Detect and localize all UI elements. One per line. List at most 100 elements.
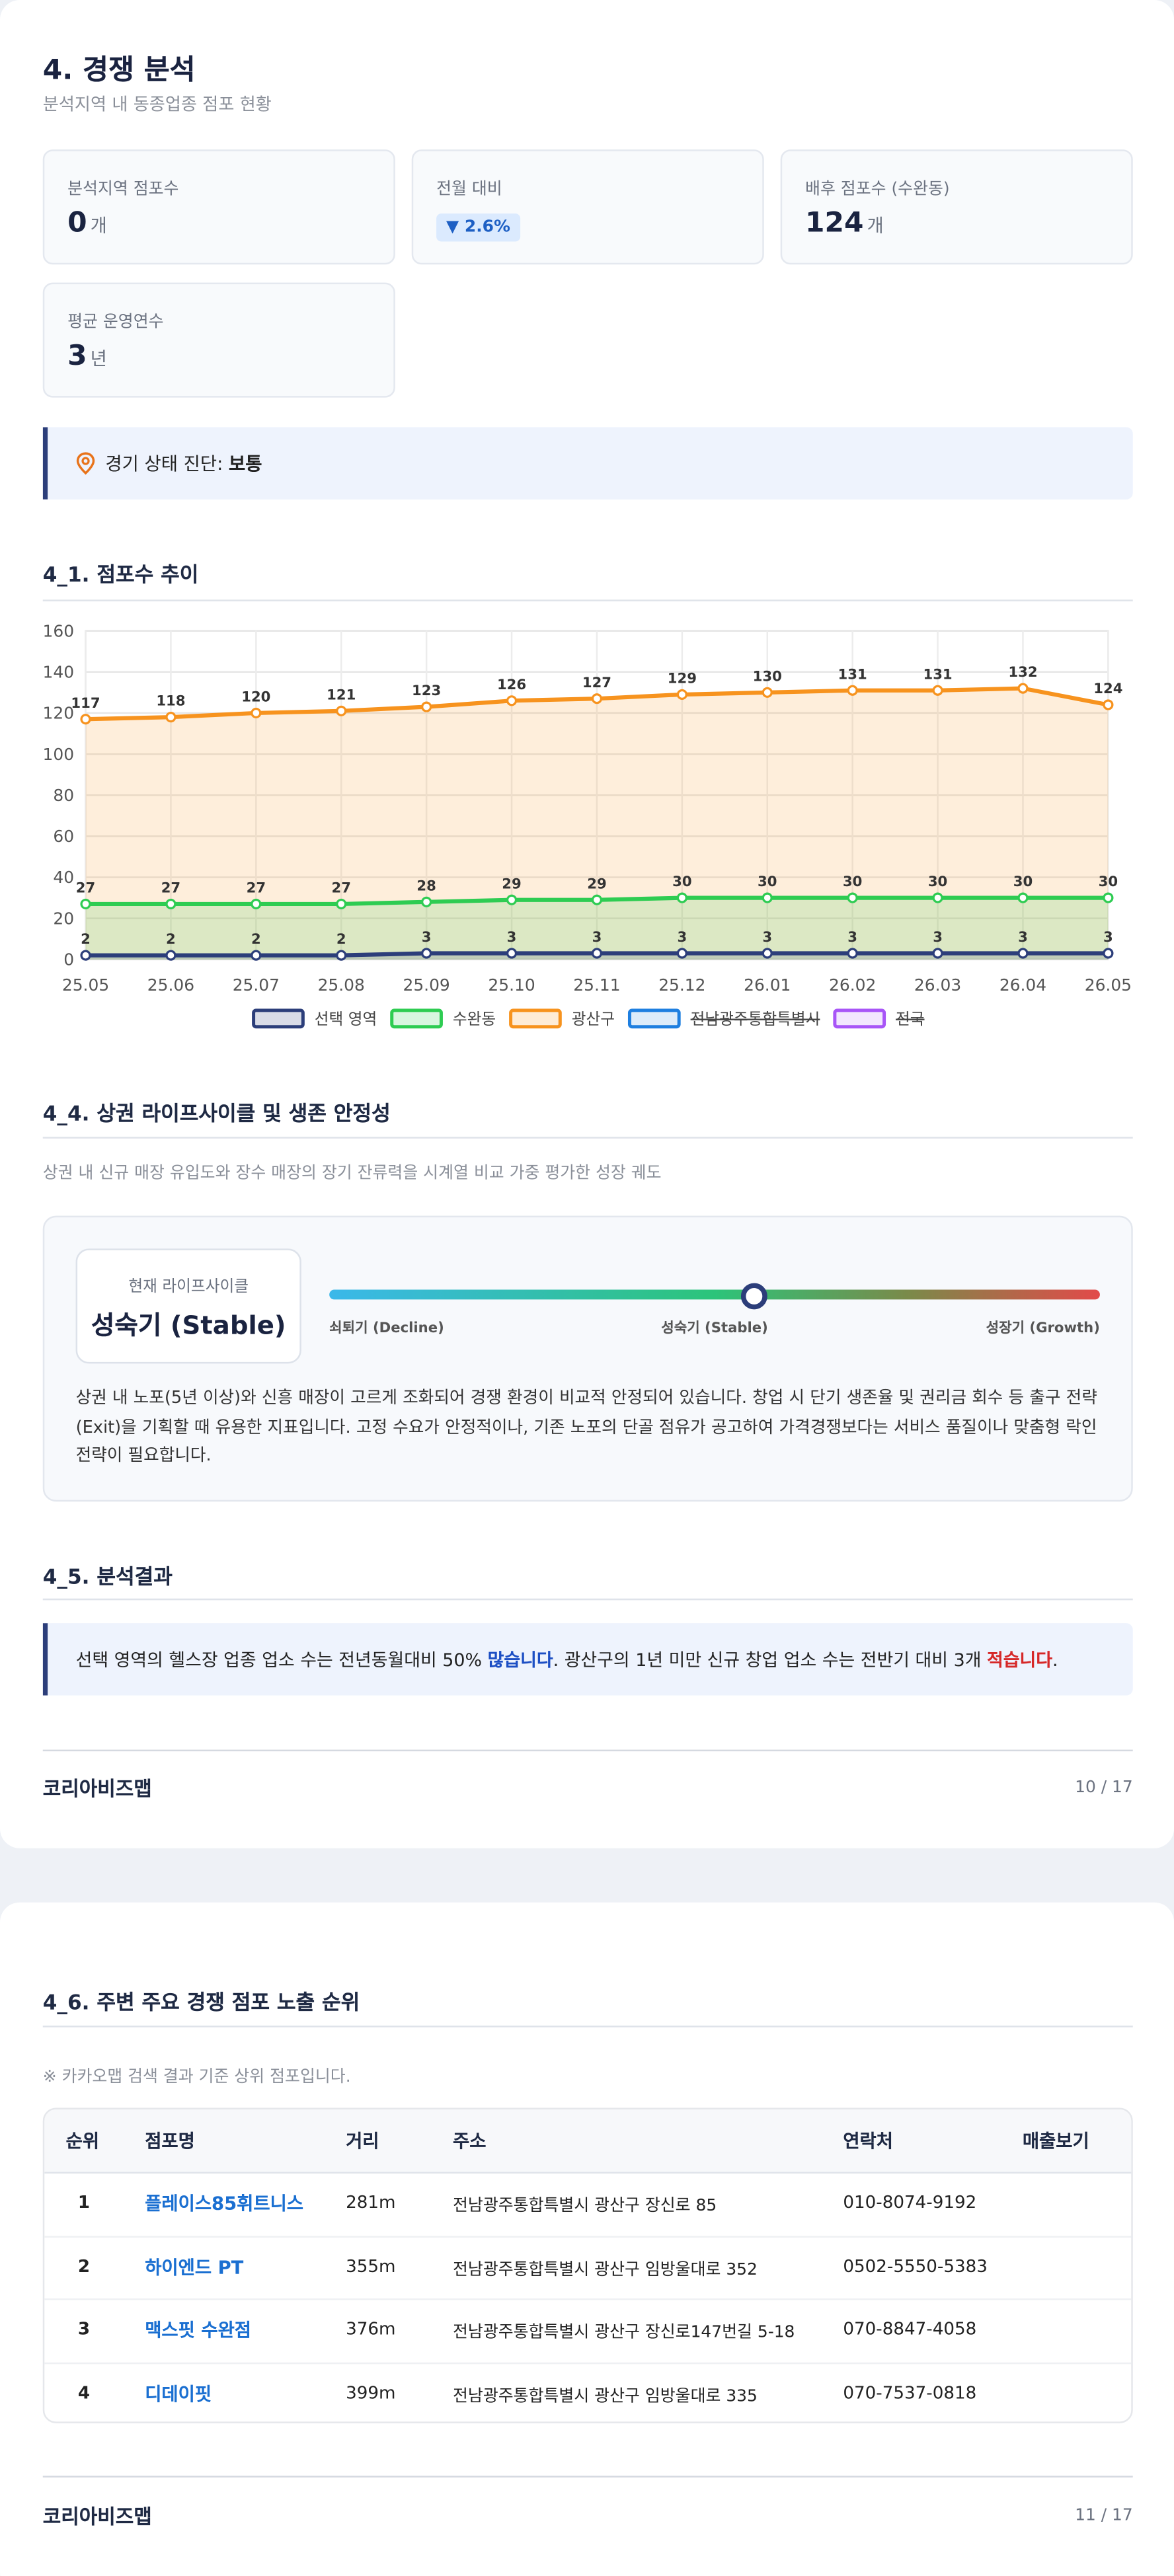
section-title: 4_5. 분석결과: [42, 1564, 173, 1589]
table-note: ※ 카카오맵 검색 결과 기준 상위 점포입니다.: [42, 2068, 351, 2087]
table-cell: 전남광주통합특별시 광산구 장신로 85: [452, 2197, 717, 2216]
divider: [42, 599, 1133, 601]
result-emphasis: 많습니다: [487, 1649, 553, 1671]
data-label: 3: [762, 928, 772, 945]
data-label: 126: [497, 676, 526, 693]
footer-brand: 코리아비즈맵: [42, 1777, 152, 1801]
page-subtitle: 분석지역 내 동종업종 점포 현황: [42, 95, 272, 116]
point: [506, 695, 518, 706]
point: [847, 685, 858, 696]
point: [421, 701, 432, 712]
data-label: 3: [422, 928, 432, 945]
diagnosis-text: 경기 상태 진단: 보통: [105, 450, 262, 476]
data-label: 121: [327, 686, 356, 702]
point: [251, 707, 262, 719]
store-link[interactable]: 맥스핏 수완점: [145, 2320, 252, 2341]
x-tick-label: 26.02: [829, 975, 876, 995]
point: [847, 892, 858, 903]
data-label: 29: [502, 875, 521, 891]
divider: [42, 1598, 1133, 1601]
result-part: . 광산구의 1년 미만 신규 창업 업소 수는 전반기 대비 3개: [553, 1649, 988, 1671]
stat-card: 전월 대비 ▼ 2.6%: [411, 149, 764, 265]
stat-label: 배후 점포수 (수완동): [805, 180, 950, 199]
point: [932, 685, 943, 696]
data-label: 29: [587, 875, 606, 891]
point: [591, 894, 603, 905]
stat-number: 124: [805, 207, 864, 240]
data-label: 30: [672, 873, 691, 890]
column-header: 점포명: [145, 2131, 195, 2152]
data-label: 2: [81, 930, 91, 947]
stat-number: 0: [67, 207, 87, 240]
y-tick-label: 60: [53, 827, 74, 846]
column-header: 주소: [452, 2131, 487, 2152]
table-cell: 0502-5550-5383: [843, 2256, 988, 2277]
competitor-table: 순위 점포명 거리 주소 연락처 매출보기 1 플레이스85휘트니스 281m 전남광주통합특별시…: [42, 2107, 1133, 2423]
x-tick-label: 26.05: [1085, 975, 1132, 995]
table-cell: 399m: [346, 2382, 396, 2403]
lifecycle-card: 현재 라이프사이클 성숙기 (Stable): [75, 1248, 301, 1364]
legend-swatch: [252, 1008, 305, 1029]
change-badge: ▼ 2.6%: [436, 213, 520, 242]
table-cell: 010-8074-9192: [843, 2193, 977, 2213]
stat-label: 평균 운영연수: [67, 313, 164, 332]
point: [506, 894, 518, 905]
point: [421, 896, 432, 907]
data-label: 2: [251, 930, 261, 947]
y-tick-label: 120: [43, 704, 75, 723]
point: [932, 948, 943, 959]
data-label: 117: [71, 695, 100, 711]
section-title: 4_4. 상권 라이프사이클 및 생존 안정성: [42, 1100, 391, 1125]
table-cell: 전남광주통합특별시 광산구 임방울대로 335: [452, 2387, 758, 2406]
diagnosis-box: 경기 상태 진단: 보통: [42, 427, 1133, 500]
x-tick-label: 25.07: [233, 975, 280, 995]
y-tick-label: 40: [53, 868, 74, 887]
data-label: 2: [166, 930, 176, 947]
point: [932, 892, 943, 903]
data-label: 30: [758, 873, 777, 890]
result-emphasis: 적습니다: [987, 1649, 1052, 1671]
diagnosis-label: 경기 상태 진단:: [105, 453, 223, 475]
data-label: 3: [1103, 928, 1113, 945]
point: [676, 892, 687, 903]
stat-card: 배후 점포수 (수완동) 124 개: [780, 149, 1133, 265]
data-label: 130: [753, 667, 782, 684]
row-divider: [44, 2235, 1132, 2237]
table-cell: 2: [77, 2256, 91, 2277]
column-header: 거리: [346, 2131, 379, 2152]
diagnosis-value: 보통: [229, 453, 262, 475]
store-link[interactable]: 플레이스85휘트니스: [145, 2193, 304, 2215]
point: [591, 693, 603, 704]
table-cell: 070-8847-4058: [843, 2320, 977, 2340]
data-label: 30: [843, 873, 862, 890]
column-header: 매출보기: [1022, 2131, 1089, 2152]
point: [165, 898, 176, 910]
stage-label: 성장기 (Growth): [986, 1320, 1100, 1338]
table-cell: 376m: [346, 2320, 396, 2340]
pin-icon: [76, 452, 95, 475]
data-label: 30: [1013, 873, 1033, 890]
divider: [42, 1137, 1133, 1139]
data-label: 27: [161, 880, 180, 896]
data-label: 27: [247, 880, 266, 896]
x-tick-label: 25.10: [488, 975, 535, 995]
column-header: 연락처: [843, 2131, 894, 2152]
store-link[interactable]: 디데이핏: [145, 2382, 212, 2405]
legend-label: 수완동: [453, 1010, 496, 1028]
point: [165, 712, 176, 723]
stat-label: 전월 대비: [436, 180, 502, 199]
data-label: 3: [507, 928, 517, 945]
stat-number: 3: [67, 340, 87, 373]
x-tick-label: 25.08: [318, 975, 365, 995]
x-tick-label: 26.03: [914, 975, 961, 995]
store-link[interactable]: 하이엔드 PT: [145, 2256, 244, 2278]
point: [1103, 948, 1114, 959]
page-number: 11 / 17: [1075, 2507, 1133, 2525]
page-card: [0, 1902, 1174, 2576]
point: [676, 689, 687, 701]
data-label: 2: [336, 930, 346, 947]
point: [1017, 892, 1029, 903]
